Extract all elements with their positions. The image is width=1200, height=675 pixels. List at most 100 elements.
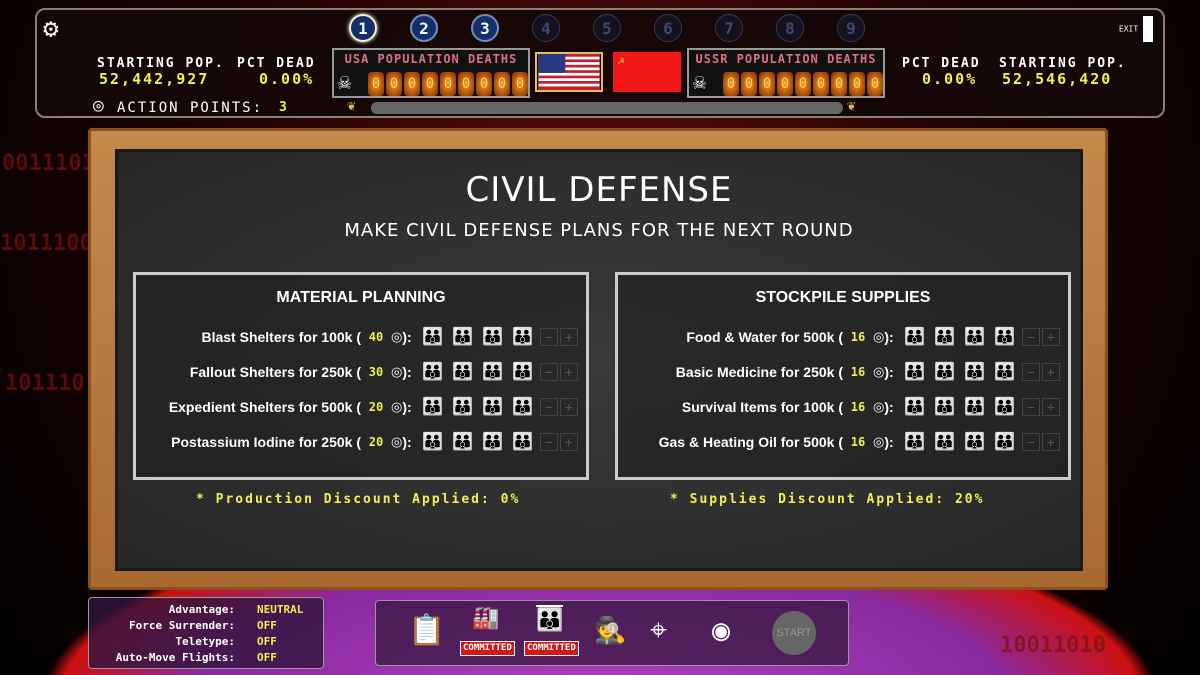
family-level-icon: 👪 (934, 362, 956, 381)
decrease-button[interactable]: − (1021, 398, 1040, 416)
death-digit: 0 (422, 72, 438, 96)
increase-button[interactable]: + (559, 398, 578, 416)
panel-title: MATERIAL PLANNING (276, 289, 446, 306)
family-level-icon: 👪 (934, 397, 956, 416)
status-value: OFF (257, 635, 277, 648)
chalkboard-frame: CIVIL DEFENSE MAKE CIVIL DEFENSE PLANS F… (88, 128, 1108, 590)
usa-pct-dead-label: PCT DEAD (237, 56, 316, 71)
death-digit: 0 (723, 72, 739, 96)
action-points-value: 3 (279, 100, 289, 115)
decrease-button[interactable]: − (1021, 328, 1040, 346)
family-level-icon: 👪 (482, 397, 504, 416)
death-digit: 0 (813, 72, 829, 96)
colon: ): (884, 364, 894, 380)
increase-button[interactable]: + (1041, 328, 1060, 346)
increase-button[interactable]: + (559, 363, 578, 381)
death-digit: 0 (867, 72, 883, 96)
plan-row: Fallout Shelters for 250k (30 ◎): 👪 👪 👪 👪 − + (136, 358, 586, 386)
skull-icon: ☠ (338, 70, 352, 95)
decrease-button[interactable]: − (539, 433, 558, 451)
increase-button[interactable]: + (559, 328, 578, 346)
status-row: Force Surrender: OFF (95, 618, 277, 634)
death-digit: 0 (476, 72, 492, 96)
civil-defense-people-button[interactable]: 👪 (536, 605, 564, 635)
family-level-icon: 👪 (422, 362, 444, 381)
item-cost: 40 (368, 330, 384, 344)
panel-title: STOCKPILE SUPPLIES (755, 289, 931, 306)
ussr-starting-pop-label: STARTING POP. (999, 56, 1127, 71)
decrease-button[interactable]: − (1021, 433, 1040, 451)
spy-icon[interactable]: 🕵 (594, 616, 627, 646)
action-points-icon: ◎ (873, 399, 885, 414)
usa-starting-pop-label: STARTING POP. (97, 56, 225, 71)
death-digit: 0 (368, 72, 384, 96)
colon: ): (884, 329, 894, 345)
action-points-icon: ◎ (873, 434, 885, 449)
status-label: Advantage: (168, 603, 235, 616)
increase-button[interactable]: + (1041, 398, 1060, 416)
usa-deaths-label: USA POPULATION DEATHS (344, 52, 518, 66)
chalkboard: CIVIL DEFENSE MAKE CIVIL DEFENSE PLANS F… (115, 149, 1083, 571)
colon: ): (884, 399, 894, 415)
svg-text:☭: ☭ (618, 56, 624, 67)
action-points-icon: ◎ (391, 364, 403, 379)
item-cost: 20 (368, 435, 384, 449)
death-digit: 0 (849, 72, 865, 96)
item-cost: 16 (850, 330, 866, 344)
family-level-icon: 👪 (512, 397, 534, 416)
door-icon (1143, 16, 1153, 42)
family-level-icon: 👪 (964, 327, 986, 346)
death-digit: 0 (741, 72, 757, 96)
round-indicator-1: 1 (349, 14, 377, 42)
family-level-icon: 👪 (994, 397, 1016, 416)
exit-button[interactable]: EXIT (1119, 16, 1153, 42)
family-level-icon: 👪 (422, 327, 444, 346)
start-button[interactable]: START (772, 611, 816, 655)
status-row: Advantage: NEUTRAL (95, 602, 304, 618)
action-points-icon: ◎ (873, 364, 885, 379)
family-level-icon: 👪 (422, 432, 444, 451)
family-level-icon: 👪 (904, 362, 926, 381)
item-name: Blast Shelters for 100k ( (201, 329, 361, 345)
exit-label: EXIT (1118, 24, 1139, 34)
clipboard-icon[interactable]: 📋 (408, 613, 446, 648)
family-level-icon: 👪 (452, 432, 474, 451)
status-value: NEUTRAL (257, 603, 304, 616)
family-level-icon: 👪 (512, 362, 534, 381)
gear-icon[interactable]: ⚙ (43, 14, 59, 44)
round-indicator-8: 8 (776, 14, 804, 42)
colon: ): (402, 329, 412, 345)
usa-starting-pop: 52,442,927 (99, 70, 210, 88)
bottom-toolbar: 📋 🏭 COMMITTED 👪 COMMITTED 🕵 ⌖ ◉ START (375, 600, 849, 666)
action-points-icon: ◎ (391, 329, 403, 344)
decrease-button[interactable]: − (539, 398, 558, 416)
death-digit: 0 (795, 72, 811, 96)
page-title: CIVIL DEFENSE (465, 170, 733, 210)
production-discount: * Production Discount Applied: 0% (196, 492, 521, 507)
round-indicator-7: 7 (715, 14, 743, 42)
family-level-icon: 👪 (904, 397, 926, 416)
round-indicator-2: 2 (410, 14, 438, 42)
decrease-button[interactable]: − (539, 328, 558, 346)
increase-button[interactable]: + (559, 433, 578, 451)
decrease-button[interactable]: − (1021, 363, 1040, 381)
status-label: Force Surrender: (129, 619, 235, 632)
item-cost: 20 (368, 400, 384, 414)
action-points-label: ACTION POINTS: (117, 100, 264, 116)
item-cost: 16 (850, 435, 866, 449)
stockpile-supplies-panel: STOCKPILE SUPPLIES Food & Water for 500k… (615, 272, 1071, 480)
increase-button[interactable]: + (1041, 363, 1060, 381)
plan-row: Gas & Heating Oil for 500k (16 ◎): 👪 👪 👪 👪 − + (618, 428, 1068, 456)
status-label: Teletype: (175, 635, 235, 648)
civil-defense-material-button[interactable]: 🏭 (472, 606, 500, 631)
laurel-icon: ❦ (347, 98, 356, 114)
decrease-button[interactable]: − (539, 363, 558, 381)
item-name: Survival Items for 100k ( (681, 399, 843, 415)
radar-icon[interactable]: ◉ (712, 613, 731, 648)
plan-row: Survival Items for 100k (16 ◎): 👪 👪 👪 👪 − + (618, 393, 1068, 421)
increase-button[interactable]: + (1041, 433, 1060, 451)
crosshair-icon[interactable]: ⌖ (650, 613, 667, 648)
death-digit: 0 (386, 72, 402, 96)
